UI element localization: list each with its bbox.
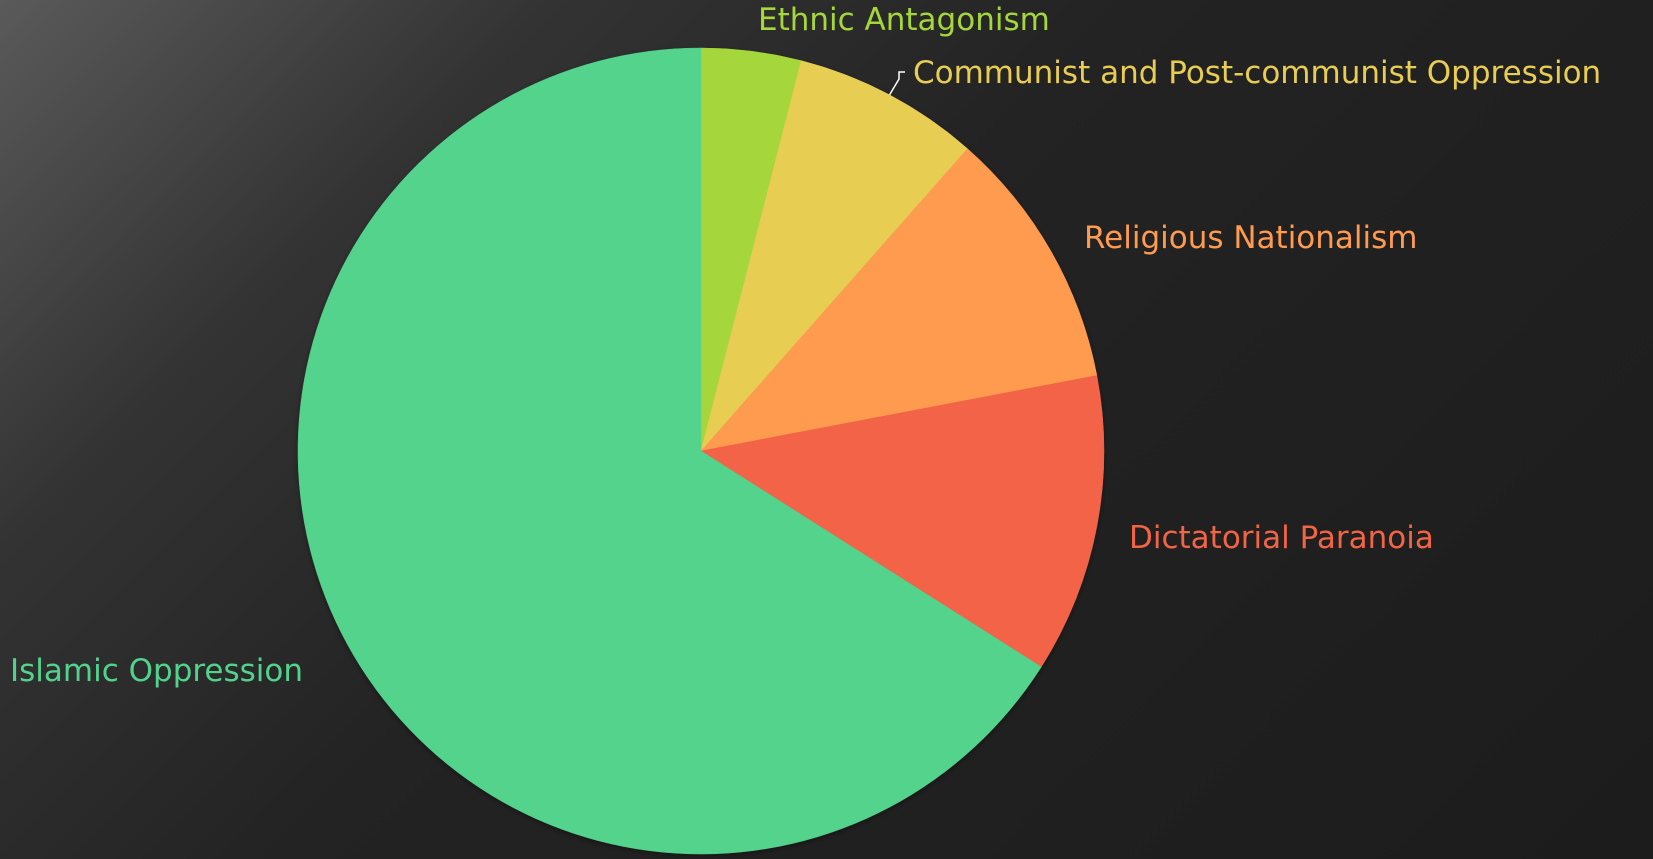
slice-islamic-oppression xyxy=(297,47,1042,855)
label-dictatorial-paranoia: Dictatorial Paranoia xyxy=(1129,520,1434,556)
label-leader-lines xyxy=(888,71,905,96)
slice-labels: Ethnic Antagonism Communist and Post-comm… xyxy=(10,2,1601,689)
label-religious-nationalism: Religious Nationalism xyxy=(1084,220,1418,256)
leader-line-communist-and-post-communist-oppression xyxy=(888,71,905,96)
pie-slices xyxy=(297,47,1105,855)
slice-religious-nationalism xyxy=(700,148,1098,452)
slice-communist-and-post-communist-oppression xyxy=(700,60,968,452)
label-ethnic-antagonism: Ethnic Antagonism xyxy=(758,2,1050,38)
label-communist-and-post-communist-oppression: Communist and Post-communist Oppression xyxy=(913,55,1601,91)
label-islamic-oppression: Islamic Oppression xyxy=(10,653,303,689)
slice-dictatorial-paranoia xyxy=(700,375,1105,668)
